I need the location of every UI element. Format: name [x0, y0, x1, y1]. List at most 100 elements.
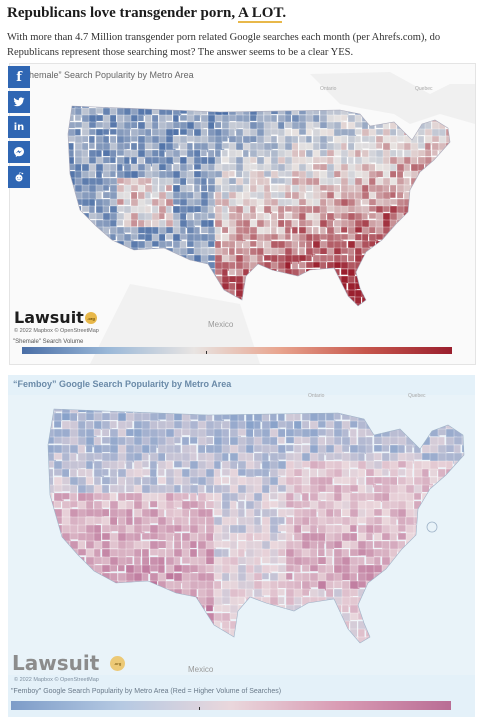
- county-cell[interactable]: [319, 184, 329, 191]
- county-cell[interactable]: [354, 233, 362, 241]
- county-cell[interactable]: [397, 524, 407, 532]
- county-cell[interactable]: [261, 500, 271, 510]
- county-cell[interactable]: [165, 163, 173, 172]
- county-cell[interactable]: [133, 476, 142, 486]
- county-cell[interactable]: [341, 604, 349, 613]
- county-cell[interactable]: [293, 588, 304, 598]
- county-cell[interactable]: [141, 556, 150, 567]
- county-cell[interactable]: [172, 142, 179, 149]
- county-cell[interactable]: [340, 268, 348, 276]
- county-cell[interactable]: [221, 149, 228, 157]
- county-cell[interactable]: [181, 524, 190, 532]
- county-cell[interactable]: [396, 149, 403, 158]
- county-cell[interactable]: [249, 240, 257, 248]
- county-cell[interactable]: [298, 135, 307, 144]
- county-cell[interactable]: [312, 254, 321, 263]
- county-cell[interactable]: [207, 135, 216, 143]
- county-cell[interactable]: [293, 492, 301, 502]
- county-cell[interactable]: [205, 508, 213, 518]
- county-cell[interactable]: [277, 596, 285, 605]
- county-cell[interactable]: [373, 500, 381, 509]
- county-cell[interactable]: [270, 198, 280, 206]
- county-cell[interactable]: [141, 460, 150, 468]
- county-cell[interactable]: [205, 604, 214, 612]
- county-cell[interactable]: [228, 128, 235, 137]
- county-cell[interactable]: [319, 191, 328, 199]
- county-cell[interactable]: [125, 556, 133, 565]
- county-cell[interactable]: [293, 468, 303, 477]
- county-cell[interactable]: [235, 240, 243, 249]
- county-cell[interactable]: [277, 476, 287, 486]
- county-cell[interactable]: [263, 135, 273, 143]
- county-cell[interactable]: [141, 524, 151, 532]
- county-cell[interactable]: [93, 420, 102, 431]
- county-cell[interactable]: [242, 170, 250, 179]
- county-cell[interactable]: [381, 532, 391, 541]
- county-cell[interactable]: [373, 532, 382, 541]
- county-cell[interactable]: [197, 556, 207, 566]
- county-cell[interactable]: [77, 468, 86, 477]
- county-cell[interactable]: [270, 219, 278, 228]
- county-cell[interactable]: [368, 240, 376, 247]
- county-cell[interactable]: [207, 177, 216, 185]
- county-cell[interactable]: [197, 476, 207, 486]
- county-cell[interactable]: [88, 170, 96, 178]
- county-cell[interactable]: [214, 254, 223, 264]
- county-cell[interactable]: [197, 548, 207, 558]
- county-cell[interactable]: [431, 142, 440, 151]
- county-cell[interactable]: [214, 128, 223, 137]
- county-cell[interactable]: [325, 420, 335, 429]
- county-cell[interactable]: [173, 436, 181, 444]
- county-cell[interactable]: [410, 156, 418, 166]
- county-cell[interactable]: [326, 177, 335, 187]
- county-cell[interactable]: [381, 444, 390, 452]
- county-cell[interactable]: [144, 177, 152, 184]
- county-cell[interactable]: [165, 114, 173, 122]
- county-cell[interactable]: [242, 149, 249, 159]
- county-cell[interactable]: [186, 247, 195, 255]
- county-cell[interactable]: [301, 564, 310, 572]
- county-cell[interactable]: [293, 596, 302, 605]
- county-cell[interactable]: [293, 556, 303, 566]
- county-cell[interactable]: [319, 177, 328, 186]
- county-cell[interactable]: [277, 580, 287, 589]
- county-cell[interactable]: [221, 612, 231, 622]
- county-cell[interactable]: [165, 240, 173, 247]
- county-cell[interactable]: [207, 205, 215, 214]
- county-cell[interactable]: [277, 516, 285, 525]
- county-cell[interactable]: [382, 128, 391, 136]
- county-cell[interactable]: [242, 198, 251, 207]
- county-cell[interactable]: [245, 452, 254, 463]
- county-cell[interactable]: [242, 247, 250, 257]
- county-cell[interactable]: [69, 532, 79, 540]
- county-cell[interactable]: [137, 142, 146, 151]
- county-cell[interactable]: [235, 282, 244, 291]
- county-cell[interactable]: [179, 212, 187, 221]
- county-cell[interactable]: [141, 428, 151, 438]
- county-cell[interactable]: [214, 233, 222, 241]
- county-cell[interactable]: [347, 275, 355, 284]
- county-cell[interactable]: [354, 135, 362, 143]
- county-cell[interactable]: [95, 149, 102, 158]
- county-cell[interactable]: [214, 247, 223, 256]
- county-cell[interactable]: [235, 212, 243, 221]
- county-cell[interactable]: [133, 548, 142, 558]
- county-cell[interactable]: [207, 247, 216, 255]
- county-cell[interactable]: [165, 198, 174, 207]
- county-cell[interactable]: [305, 191, 314, 201]
- linkedin-share-button[interactable]: in: [8, 116, 30, 138]
- us-county-map-femboy[interactable]: [8, 375, 475, 717]
- county-cell[interactable]: [102, 184, 110, 191]
- county-cell[interactable]: [357, 516, 367, 524]
- county-cell[interactable]: [261, 572, 270, 580]
- county-cell[interactable]: [305, 233, 313, 242]
- county-cell[interactable]: [61, 452, 71, 462]
- county-cell[interactable]: [221, 142, 230, 149]
- county-cell[interactable]: [349, 436, 357, 446]
- county-cell[interactable]: [193, 128, 202, 137]
- county-cell[interactable]: [109, 532, 119, 543]
- county-cell[interactable]: [381, 508, 392, 517]
- county-cell[interactable]: [228, 191, 237, 199]
- county-cell[interactable]: [179, 114, 188, 122]
- county-cell[interactable]: [365, 508, 375, 518]
